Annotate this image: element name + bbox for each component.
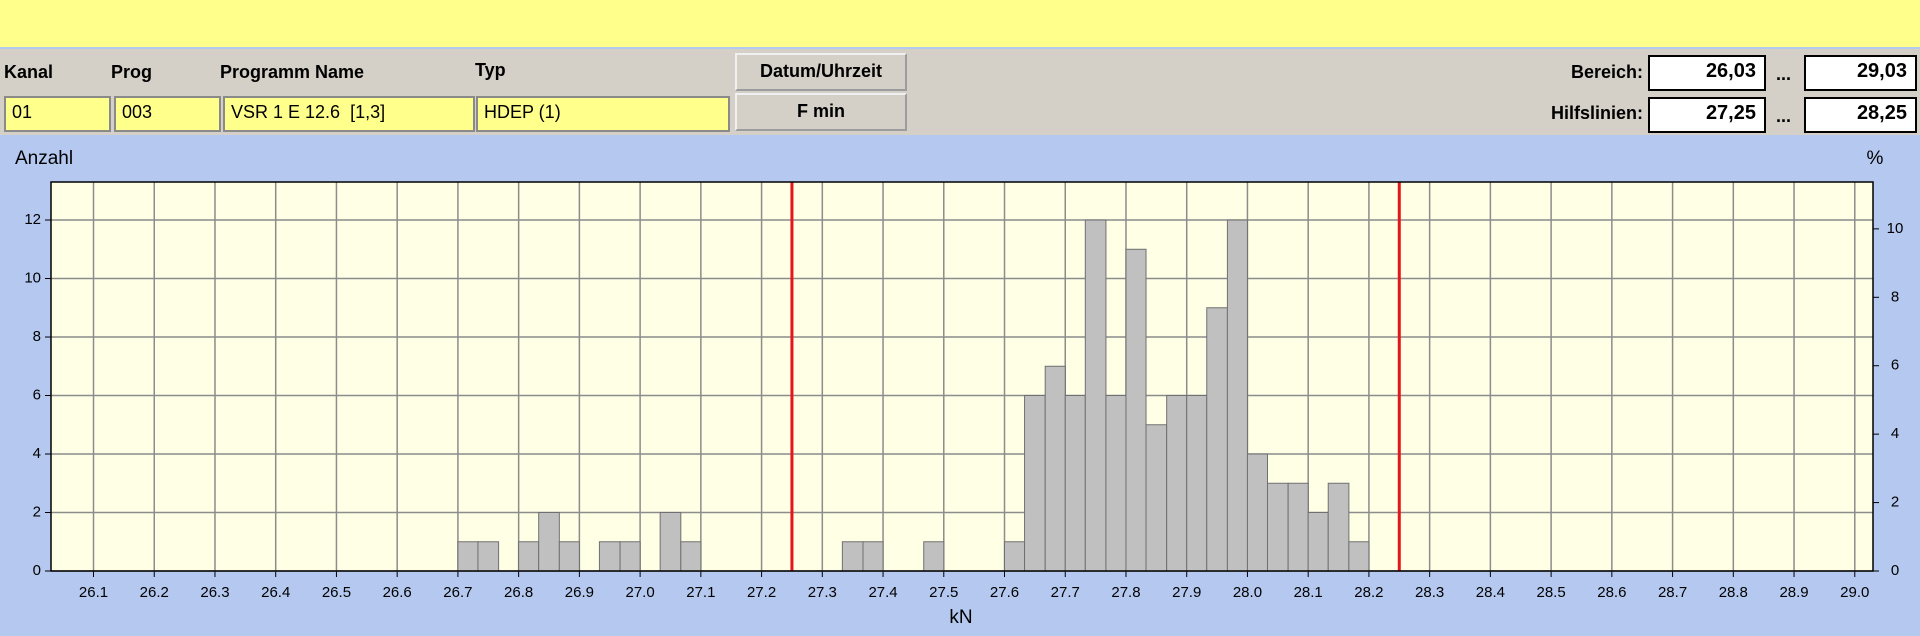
bar — [1327, 482, 1350, 572]
field[interactable]: 003 — [114, 96, 221, 132]
x-tick-label: 26.1 — [79, 584, 108, 601]
x-tick-label: 27.5 — [929, 584, 958, 601]
y2-tick-label: 10 — [1887, 220, 1904, 237]
bar — [1348, 541, 1370, 572]
chart: Anzahl % kN 26.1 26.2 26.3 26.4 26.5 26.6 26.7… — [15, 148, 1904, 628]
field[interactable]: 01 — [4, 96, 111, 132]
range-label: Bereich: — [1570, 62, 1643, 82]
x-tick-label: 26.9 — [565, 584, 594, 601]
bar — [1206, 307, 1228, 572]
y-tick-label: 2 — [33, 503, 41, 520]
bar — [1004, 541, 1026, 572]
plot-border — [50, 181, 1874, 572]
y-axis-title: Anzahl — [15, 148, 73, 169]
x-tick-label: 28.7 — [1658, 584, 1687, 601]
y-tick-label: 4 — [33, 445, 41, 462]
button[interactable]: F min — [735, 93, 907, 131]
field[interactable]: VSR 1 E 12.6 [1,3] — [223, 96, 475, 132]
bar — [1044, 365, 1066, 572]
bar — [619, 541, 641, 572]
bar — [841, 541, 864, 572]
guide-max[interactable]: 28,25 — [1804, 97, 1917, 133]
guide-min[interactable]: 27,25 — [1648, 97, 1766, 133]
separator: ... — [1776, 106, 1792, 126]
plot-area — [51, 182, 1873, 571]
bar — [1145, 424, 1168, 572]
bar — [1246, 453, 1268, 572]
x-tick-label: 28.5 — [1537, 584, 1566, 601]
bar — [518, 541, 540, 572]
title-bar — [0, 0, 1920, 47]
x-tick-label: 26.4 — [261, 584, 290, 601]
x-tick-label: 28.0 — [1233, 584, 1262, 601]
x-axis-title: kN — [949, 607, 972, 628]
bar — [862, 541, 884, 572]
x-tick-label: 26.2 — [140, 584, 169, 601]
bar — [1186, 395, 1208, 572]
x-tick-label: 28.2 — [1354, 584, 1383, 601]
y-tick-label: 10 — [24, 269, 41, 286]
y2-tick-label: 8 — [1891, 288, 1899, 305]
y-tick-label: 0 — [33, 562, 41, 579]
column-label: Programm Name — [220, 62, 365, 82]
x-tick-label: 26.6 — [383, 584, 412, 601]
bar — [558, 541, 580, 572]
x-tick-label: 27.6 — [990, 584, 1019, 601]
bar — [477, 541, 500, 572]
y-tick-label: 8 — [33, 328, 41, 345]
column-label: Kanal — [4, 62, 54, 82]
x-tick-label: 26.7 — [443, 584, 472, 601]
column-label: Prog — [111, 62, 153, 82]
bar — [1064, 395, 1086, 572]
y2-tick-label: 6 — [1891, 357, 1899, 374]
separator: ... — [1776, 64, 1792, 84]
x-tick-label: 26.5 — [322, 584, 351, 601]
bar — [1105, 395, 1127, 572]
x-tick-label: 28.1 — [1294, 584, 1323, 601]
button[interactable]: Datum/Uhrzeit — [735, 53, 907, 91]
x-tick-label: 27.7 — [1051, 584, 1080, 601]
bar — [598, 541, 621, 572]
x-tick-label: 27.8 — [1111, 584, 1140, 601]
x-tick-label: 27.0 — [626, 584, 655, 601]
y2-tick-label: 0 — [1891, 562, 1899, 579]
x-tick-label: 26.8 — [504, 584, 533, 601]
x-tick-label: 27.4 — [868, 584, 897, 601]
bar — [1125, 248, 1147, 572]
y2-axis-title: % — [1867, 148, 1884, 169]
x-tick-label: 28.8 — [1719, 584, 1748, 601]
bar — [680, 541, 702, 572]
field[interactable]: HDEP (1) — [476, 96, 730, 132]
bar — [1287, 482, 1309, 572]
bar — [1266, 482, 1289, 572]
bar — [659, 512, 682, 572]
y2-tick-label: 2 — [1891, 494, 1899, 511]
bar — [1226, 219, 1248, 572]
y2-tick-label: 4 — [1891, 425, 1899, 442]
y-tick-label: 12 — [24, 211, 41, 228]
x-tick-label: 27.2 — [747, 584, 776, 601]
x-tick-label: 28.3 — [1415, 584, 1444, 601]
guides-label: Hilfslinien: — [1550, 103, 1643, 123]
bar — [1084, 219, 1107, 572]
bar — [538, 512, 560, 572]
y-tick-label: 6 — [33, 386, 41, 403]
range-max[interactable]: 29,03 — [1804, 55, 1917, 91]
bar — [1307, 512, 1329, 572]
range-min[interactable]: 26,03 — [1648, 55, 1766, 91]
x-tick-label: 27.9 — [1172, 584, 1201, 601]
x-tick-label: 29.0 — [1840, 584, 1869, 601]
x-tick-label: 27.3 — [808, 584, 837, 601]
x-tick-label: 27.1 — [686, 584, 715, 601]
bar — [923, 541, 945, 572]
x-tick-label: 28.4 — [1476, 584, 1505, 601]
column-label: Typ — [475, 60, 506, 80]
bar — [457, 541, 479, 572]
bar — [1166, 395, 1188, 572]
x-tick-label: 28.6 — [1597, 584, 1626, 601]
x-tick-label: 26.3 — [200, 584, 229, 601]
bar — [1024, 395, 1046, 572]
x-tick-label: 28.9 — [1779, 584, 1808, 601]
